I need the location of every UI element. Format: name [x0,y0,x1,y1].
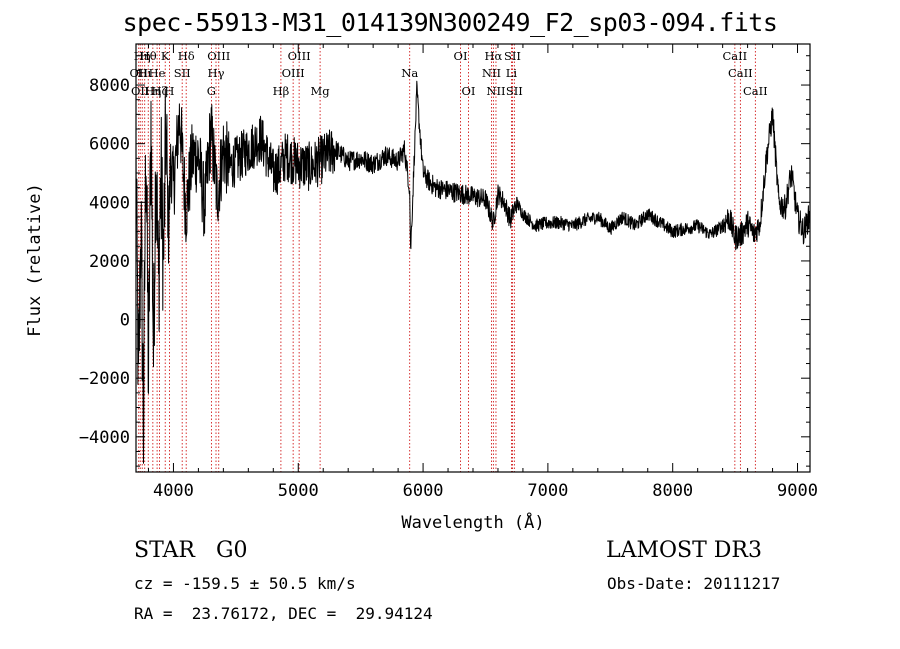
x-tick-label: 5000 [278,481,319,501]
spectral-line-label: Hη [144,84,161,98]
cz-unit: km/s [317,574,356,593]
redshift-line: cz = -159.5 ± 50.5 km/s [134,574,356,593]
y-tick-label: 0 [120,311,130,331]
spectral-line-label: Mg [311,84,331,98]
x-axis-title: Wavelength (Å) [401,511,544,533]
spectral-line-label: H [164,84,174,98]
spectral-line-label: OIII [288,49,311,63]
obs-date-line: Obs-Date: 20111217 [607,574,780,593]
y-tick-label: 4000 [89,193,130,213]
spectral-line-label: Hθ [140,49,157,63]
cz-error: 50.5 [268,574,308,593]
spectral-line-label: OIII [282,66,305,80]
coordinates-line: RA = 23.76172, DEC = 29.94124 [134,604,433,623]
spectral-line-label: NII [482,66,501,80]
object-class-value: STAR [134,538,195,563]
spectral-line-label: Li [506,66,518,80]
spectral-line-label: Hζ [151,84,167,98]
spectral-line-label: SII [174,66,191,80]
dec-label: DEC = [288,604,337,623]
spectral-line-label: Na [401,66,418,80]
spectral-line-label: Hβ [273,84,290,98]
spectral-line-label: OI [462,84,476,98]
spectral-line-label: SII [506,84,523,98]
cz-value: -159.5 [182,574,240,593]
x-tick-label: 7000 [527,481,568,501]
obs-date-value: 20111217 [703,574,781,593]
axis-ticks [136,44,810,472]
object-subclass-value: G0 [215,538,248,563]
spectral-line-label: SII [504,49,521,63]
survey-name: LAMOST DR3 [606,538,762,563]
spectral-line-label: Hι [137,66,152,80]
axis-tick-labels: 4000 5000 6000 7000 8000 9000 −4000 −2000 0 2000 4… [79,76,818,501]
spectrum-flux-line [135,80,811,464]
y-axis-title: Flux (relative) [25,183,45,337]
ra-label: RA = [134,604,173,623]
spectral-line-label: CaII [722,49,747,63]
dec-value: 29.94124 [355,604,433,623]
x-tick-label: 8000 [652,481,693,501]
spectral-line-label: OII [131,84,150,98]
x-tick-label: 9000 [777,481,818,501]
y-tick-label: 2000 [89,252,130,272]
object-class: STAR G0 [134,538,248,563]
y-tick-label: 6000 [89,135,130,155]
y-tick-label: 8000 [89,76,130,96]
cz-label: cz = [134,574,173,593]
spectral-line-label: G [207,84,216,98]
spectral-line-label: OIII [207,49,230,63]
obs-date-label: Obs-Date: [607,574,694,593]
spectral-line-label: Hγ [208,66,225,80]
spectral-line-label: Hη [134,49,151,63]
spectral-line-labels: OIIOIIHηHιHθHηHeHζKHSIIHδGHγOIIIHβOIIIOI… [129,49,767,98]
spectral-line-label: Hδ [178,49,195,63]
spectral-line-label: CaII [728,66,753,80]
y-tick-label: −4000 [79,428,130,448]
spectral-line-label: K [161,49,170,63]
spectral-line-label: OI [454,49,468,63]
y-tick-label: −2000 [79,369,130,389]
x-tick-label: 6000 [403,481,444,501]
spectral-line-label: Hα [484,49,502,63]
spectral-line-label: CaII [743,84,768,98]
spectral-line-label: He [149,66,166,80]
spectral-line-markers [138,44,756,472]
ra-value: 23.76172 [191,604,269,623]
x-tick-label: 4000 [153,481,194,501]
spectral-line-label: NII [486,84,505,98]
chart-title: spec-55913-M31_014139N300249_F2_sp03-094… [122,8,778,37]
spectral-line-label: OII [129,66,148,80]
plot-frame [135,43,811,473]
